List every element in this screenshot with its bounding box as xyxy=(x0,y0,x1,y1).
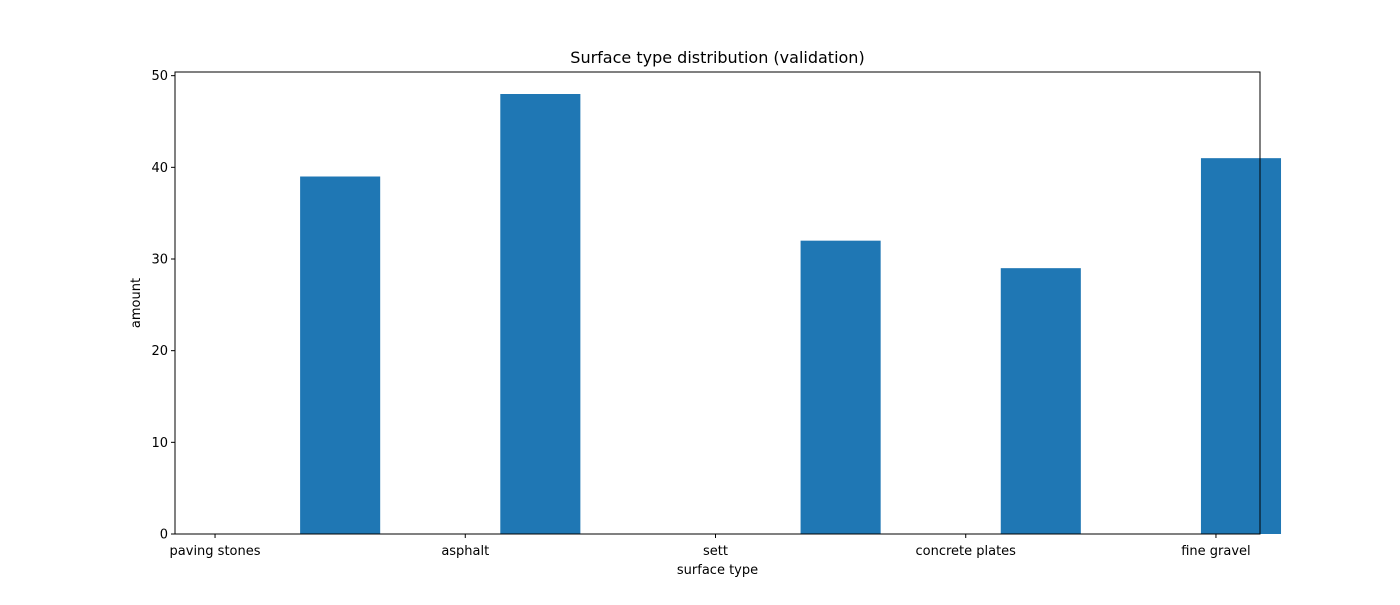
x-axis-label: surface type xyxy=(677,563,758,578)
x-tick-label-3: concrete plates xyxy=(915,544,1016,559)
y-axis-label: amount xyxy=(129,278,144,328)
x-axis: paving stones asphalt sett concrete plates f… xyxy=(170,534,1251,559)
bar-0 xyxy=(300,176,381,534)
y-axis: 0 10 20 30 40 50 xyxy=(151,69,175,543)
plot-frame xyxy=(174,71,1261,535)
y-tick-label-1: 10 xyxy=(151,436,168,451)
chart-title: Surface type distribution (validation) xyxy=(570,48,864,67)
y-tick-label-0: 0 xyxy=(160,528,168,543)
y-tick-label-4: 40 xyxy=(151,161,168,176)
y-tick-label-2: 20 xyxy=(151,344,168,359)
y-tick-label-5: 50 xyxy=(151,69,168,84)
y-tick-label-3: 30 xyxy=(151,253,168,268)
bar-2 xyxy=(800,240,881,534)
x-tick-label-2: sett xyxy=(703,544,728,559)
bars xyxy=(300,94,1282,534)
x-tick-label-0: paving stones xyxy=(170,544,261,559)
bar-1 xyxy=(500,94,581,534)
x-tick-label-1: asphalt xyxy=(441,544,489,559)
x-tick-label-4: fine gravel xyxy=(1181,544,1250,559)
bar-3 xyxy=(1000,268,1081,534)
bar-4 xyxy=(1200,158,1282,534)
